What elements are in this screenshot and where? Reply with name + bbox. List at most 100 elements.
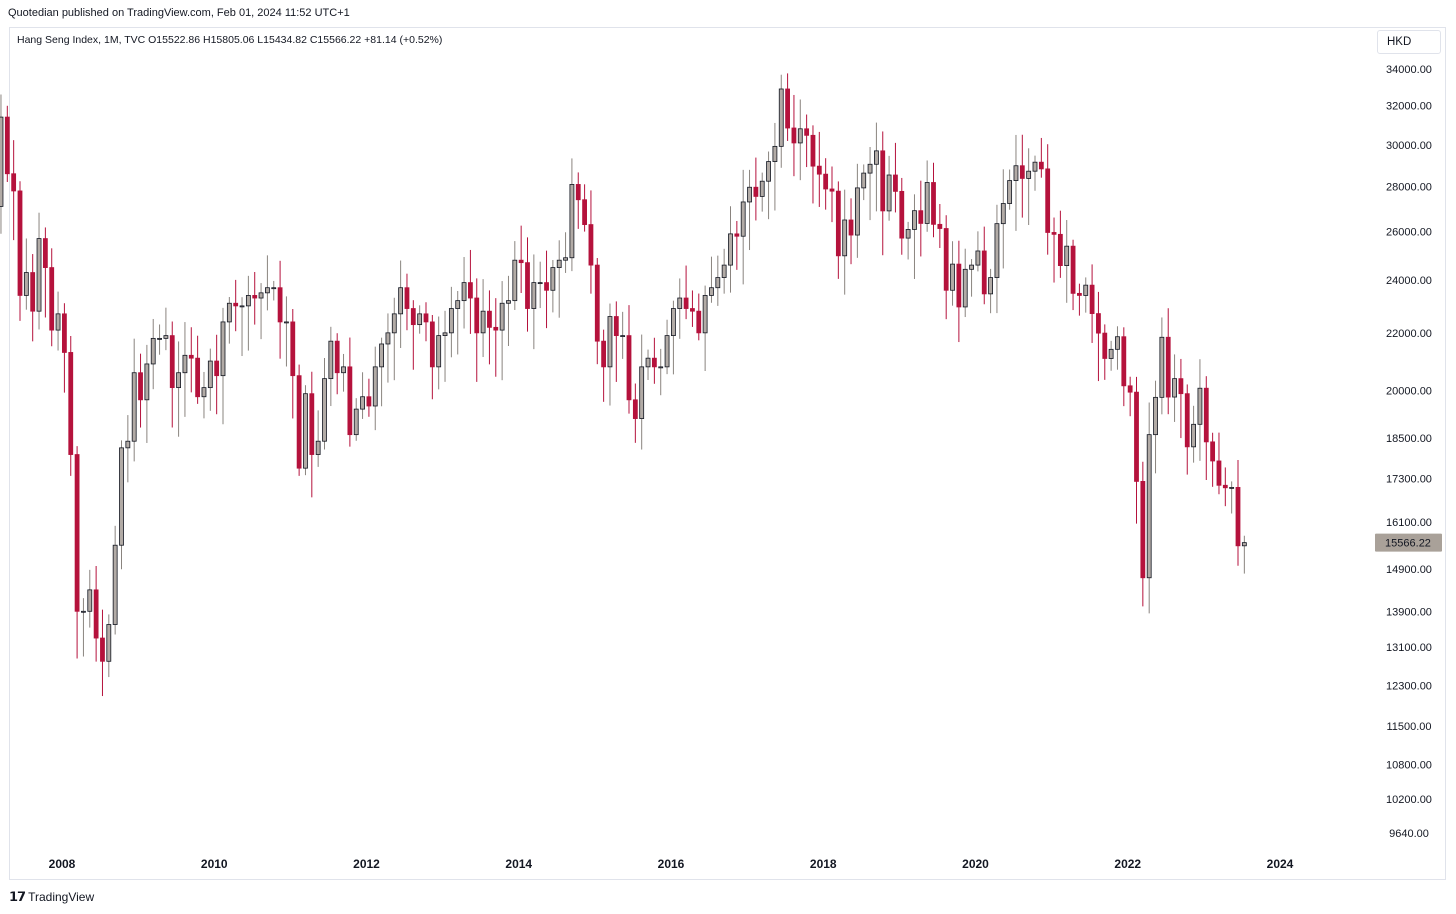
candle-body [1096, 313, 1101, 334]
candle-body [144, 363, 150, 401]
candle-body [842, 219, 848, 257]
candle-body [480, 310, 486, 334]
candle-body [455, 300, 461, 309]
y-tick-label: 12300.00 [1386, 680, 1432, 692]
candle-body [429, 321, 435, 368]
y-tick-label: 11500.00 [1386, 721, 1431, 733]
candle-body [309, 393, 315, 455]
y-tick-label: 16100.00 [1386, 517, 1432, 529]
candle-body [74, 454, 80, 612]
candle-body [1064, 245, 1070, 266]
candle-body [195, 357, 201, 398]
candle-body [544, 282, 549, 291]
candle-body [1051, 232, 1057, 235]
candle-body [1019, 165, 1025, 179]
candle-body [239, 305, 245, 308]
candle-body [1045, 168, 1051, 233]
y-tick-label: 10200.00 [1386, 794, 1432, 806]
candle-body [1222, 484, 1228, 489]
candle-body [588, 224, 594, 266]
y-tick-label: 32000.00 [1386, 101, 1432, 113]
candle-body [810, 134, 816, 167]
candle-body [1057, 233, 1063, 266]
candle-body [11, 173, 17, 192]
candle-body [639, 366, 645, 419]
candle-body [632, 399, 638, 419]
candle-body [55, 313, 61, 331]
candle-body [563, 257, 568, 261]
currency-button[interactable]: HKD [1377, 30, 1441, 54]
candle-body [772, 145, 778, 162]
candle-body [607, 316, 613, 368]
x-tick-label: 2010 [201, 857, 228, 871]
candle-body [550, 267, 556, 291]
candle-body [778, 88, 784, 147]
y-tick-label: 20000.00 [1386, 386, 1432, 398]
candle-body [804, 128, 810, 136]
candle-body [1172, 378, 1177, 398]
candle-body [398, 287, 404, 315]
candle-body [867, 163, 873, 174]
candle-body [797, 128, 803, 144]
candle-body [417, 313, 423, 326]
candle-body [1038, 161, 1044, 170]
candle-body [1229, 487, 1235, 489]
candle-body [728, 233, 733, 266]
candle-body [188, 354, 194, 359]
candle-body [766, 161, 771, 182]
candle-body [0, 116, 4, 207]
candle-body [207, 360, 213, 389]
candle-body [1203, 387, 1209, 443]
candle-body [601, 340, 607, 368]
candle-body [119, 447, 124, 546]
candle-body [372, 366, 378, 407]
candle-body [423, 313, 429, 323]
candle-body [848, 219, 854, 236]
candle-body [962, 268, 968, 308]
last-price-label: 15566.22 [1385, 538, 1431, 550]
candle-body [1121, 336, 1127, 387]
candle-body [23, 272, 29, 296]
candle-body [880, 150, 886, 212]
symbol-legend: Hang Seng Index, 1M, TVC O15522.86 H1580… [17, 34, 443, 46]
candle-body [379, 343, 384, 368]
candle-body [1102, 332, 1108, 359]
candle-body [290, 321, 296, 377]
candle-body [1191, 423, 1196, 448]
candle-body [163, 335, 169, 339]
candle-body [353, 408, 359, 436]
candle-body [391, 313, 397, 334]
candle-body [360, 396, 365, 410]
candle-body [17, 190, 23, 296]
candle-body [651, 357, 657, 368]
y-tick-label: 30000.00 [1386, 140, 1432, 152]
candle-body [575, 184, 581, 201]
candle-body [62, 313, 67, 353]
candle-body [226, 302, 232, 323]
candle-body [1127, 385, 1133, 393]
candle-body [36, 238, 42, 312]
candle-body [759, 180, 765, 197]
last-price-badge [1375, 533, 1442, 552]
candle-body [252, 295, 258, 299]
x-tick-label: 2008 [49, 857, 76, 871]
footer-brand-label: TradingView [28, 890, 95, 904]
candle-body [68, 352, 74, 455]
candle-body [1140, 481, 1146, 579]
candle-body [1216, 460, 1222, 486]
candle-body [49, 267, 55, 331]
candle-body [106, 624, 112, 662]
candle-body [436, 335, 442, 368]
candle-body [233, 302, 239, 307]
candle-body [893, 174, 898, 192]
y-tick-label: 22000.00 [1386, 328, 1432, 340]
candle-body [918, 210, 924, 224]
y-tick-label: 10800.00 [1386, 759, 1432, 771]
y-tick-label: 9640.00 [1389, 828, 1429, 840]
candle-body [303, 393, 308, 469]
x-tick-label: 2018 [810, 857, 837, 871]
candle-body [594, 264, 600, 342]
x-tick-label: 2022 [1114, 857, 1141, 871]
candle-body [328, 340, 334, 380]
